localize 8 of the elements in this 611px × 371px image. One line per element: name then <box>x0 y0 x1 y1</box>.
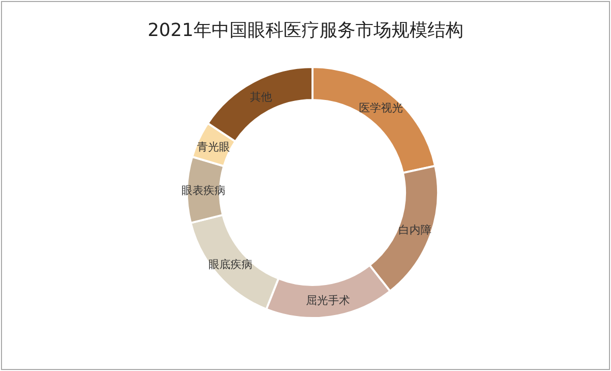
slice-label: 其他 <box>250 90 272 104</box>
slice-label: 医学视光 <box>358 102 403 114</box>
slice-label: 白内障 <box>398 223 432 236</box>
slice-label: 眼底疾病 <box>208 258 253 272</box>
slice-label: 眼表疾病 <box>182 184 226 197</box>
chart-title: 2021年中国眼科医疗服务市场规模结构 <box>148 20 464 41</box>
slice-label: 屈光手术 <box>306 294 350 308</box>
slice-label: 青光眼 <box>197 140 230 154</box>
